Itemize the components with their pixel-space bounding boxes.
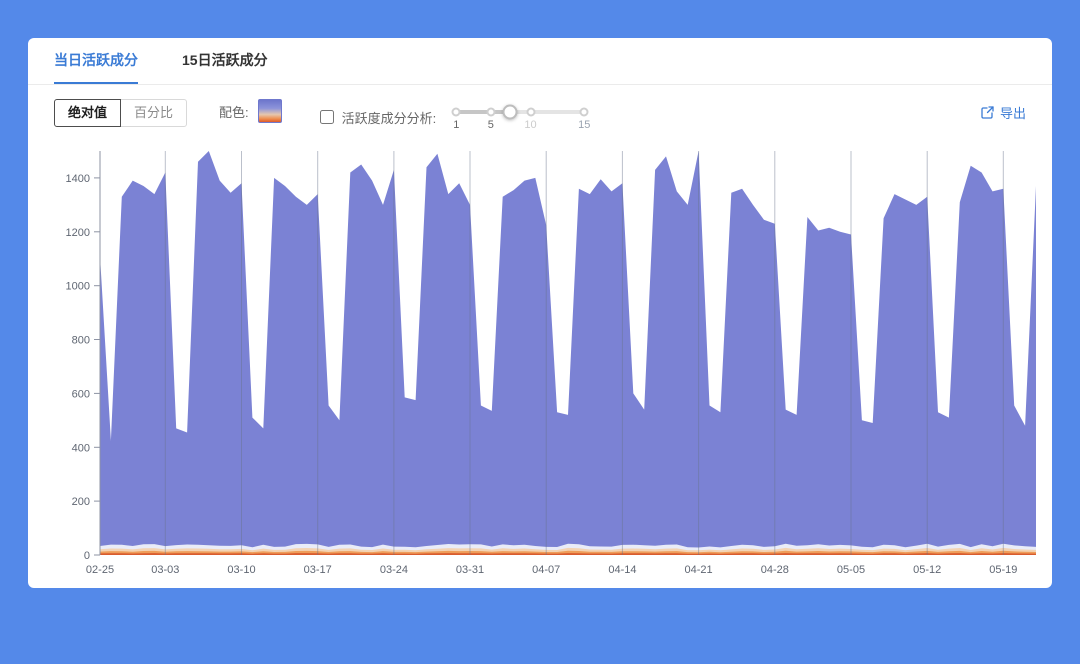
svg-text:03-03: 03-03 — [151, 564, 179, 576]
toolbar: 绝对值 百分比 配色: 活跃度成分分析: 1 5 10 15 — [28, 99, 1052, 137]
svg-text:03-24: 03-24 — [380, 564, 408, 576]
tab-today-active-composition[interactable]: 当日活跃成分 — [54, 38, 138, 84]
svg-text:200: 200 — [72, 496, 90, 508]
svg-text:600: 600 — [72, 388, 90, 400]
svg-text:0: 0 — [84, 550, 90, 562]
percentage-button[interactable]: 百分比 — [120, 99, 188, 127]
svg-text:800: 800 — [72, 335, 90, 347]
slider-stop-10[interactable] — [526, 107, 536, 117]
export-button[interactable]: 导出 — [980, 103, 1026, 122]
palette-label: 配色: — [219, 104, 249, 120]
svg-text:05-05: 05-05 — [837, 564, 865, 576]
svg-text:04-14: 04-14 — [608, 564, 636, 576]
slider-stop-5[interactable] — [486, 107, 496, 117]
activity-level-slider[interactable]: 1 5 10 15 — [451, 101, 590, 135]
activity-analysis-group: 活跃度成分分析: 1 5 10 15 — [319, 99, 590, 135]
tab-bar: 当日活跃成分 15日活跃成分 — [28, 38, 1052, 85]
slider-label-1: 1 — [453, 119, 460, 131]
svg-text:03-10: 03-10 — [227, 564, 255, 576]
svg-text:1400: 1400 — [66, 173, 90, 185]
absolute-value-button[interactable]: 绝对值 — [54, 99, 122, 127]
slider-handle[interactable] — [502, 104, 518, 120]
palette-swatch[interactable] — [257, 99, 282, 123]
activity-analysis-label: 活跃度成分分析: — [341, 110, 437, 126]
slider-label-5: 5 — [487, 119, 494, 131]
svg-text:03-31: 03-31 — [456, 564, 484, 576]
svg-text:1000: 1000 — [66, 281, 90, 293]
palette-group: 配色: — [219, 99, 282, 123]
slider-track[interactable] — [456, 110, 585, 114]
svg-text:1200: 1200 — [66, 227, 90, 239]
export-icon — [981, 106, 994, 119]
svg-text:05-19: 05-19 — [989, 564, 1017, 576]
svg-text:05-12: 05-12 — [913, 564, 941, 576]
svg-text:04-21: 04-21 — [685, 564, 713, 576]
slider-stop-15[interactable] — [579, 107, 589, 117]
slider-label-10: 10 — [524, 119, 537, 131]
chart-area: 02-25 03-03 03-10 03-17 03-24 03-31 04-07 04-14… — [28, 137, 1052, 586]
svg-text:02-25: 02-25 — [86, 564, 114, 576]
value-mode-segmented: 绝对值 百分比 — [54, 99, 188, 127]
svg-text:04-07: 04-07 — [532, 564, 560, 576]
export-label: 导出 — [999, 106, 1026, 121]
slider-track-fill — [456, 110, 511, 114]
tab-15day-active-composition[interactable]: 15日活跃成分 — [182, 52, 268, 68]
main-panel: 当日活跃成分 15日活跃成分 绝对值 百分比 配色: 活跃度成分分析: 1 — [28, 38, 1052, 588]
slider-stop-1[interactable] — [451, 107, 461, 117]
slider-label-15: 15 — [578, 119, 591, 131]
activity-analysis-checkbox[interactable] — [319, 110, 334, 124]
activity-stacked-area-chart[interactable]: 02-25 03-03 03-10 03-17 03-24 03-31 04-07 04-14… — [36, 145, 1044, 581]
svg-text:400: 400 — [72, 442, 90, 454]
svg-text:04-28: 04-28 — [761, 564, 789, 576]
svg-text:03-17: 03-17 — [304, 564, 332, 576]
